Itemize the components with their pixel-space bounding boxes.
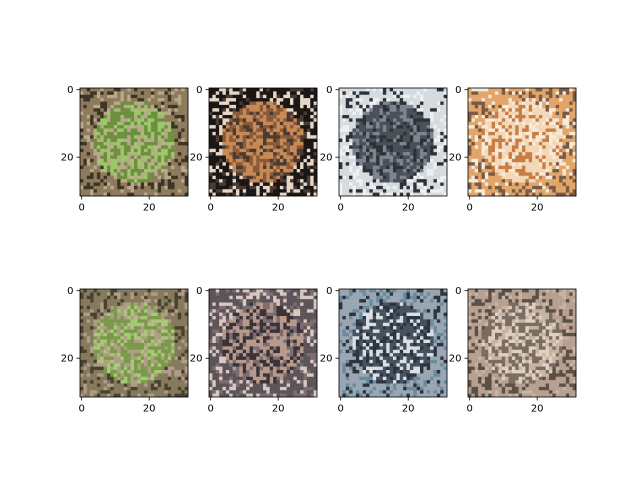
- y-tick-label: 20: [61, 354, 74, 365]
- x-tick-label: 0: [208, 203, 214, 214]
- y-tick-label: 0: [196, 85, 202, 96]
- image-panel-1-3-truck: 0 20 0 20: [320, 85, 448, 214]
- axes-frame: [79, 288, 189, 398]
- y-tick-label: 0: [196, 286, 202, 297]
- x-tick-label: 0: [338, 404, 344, 415]
- y-tick-label: 0: [455, 85, 461, 96]
- x-tick-label: 0: [208, 404, 214, 415]
- y-tick-label: 0: [67, 286, 73, 297]
- x-tick-label: 20: [143, 404, 156, 415]
- y-tick-label: 0: [67, 85, 73, 96]
- x-tick-label: 20: [272, 404, 285, 415]
- axes-frame: [208, 288, 318, 398]
- image-cat: [468, 289, 577, 398]
- x-tick-label: 0: [338, 203, 344, 214]
- y-tick-label: 0: [455, 286, 461, 297]
- axes-frame: [467, 87, 577, 197]
- axes-frame: [338, 87, 448, 197]
- image-frog: [80, 88, 189, 197]
- x-tick-label: 20: [402, 404, 415, 415]
- y-tick-label: 0: [326, 286, 332, 297]
- axes-frame: [208, 87, 318, 197]
- image-panel-1-4-cat: 0 20 0 20: [449, 85, 577, 214]
- y-tick-label: 20: [190, 153, 203, 164]
- y-tick-label: 20: [320, 153, 333, 164]
- x-tick-label: 20: [143, 203, 156, 214]
- image-panel-1-2-dog: 0 20 0 20: [190, 85, 318, 214]
- x-tick-label: 0: [467, 404, 473, 415]
- x-tick-label: 0: [467, 203, 473, 214]
- image-dog: [209, 289, 318, 398]
- y-tick-label: 0: [326, 85, 332, 96]
- axes-frame: [79, 87, 189, 197]
- axes-frame: [467, 288, 577, 398]
- image-truck: [339, 289, 448, 398]
- image-panel-2-1-frog: 0 20 0 20: [61, 286, 189, 415]
- x-tick-label: 20: [531, 404, 544, 415]
- x-tick-label: 20: [531, 203, 544, 214]
- y-tick-label: 20: [320, 354, 333, 365]
- image-dog: [209, 88, 318, 197]
- x-tick-label: 0: [79, 203, 85, 214]
- x-tick-label: 0: [79, 404, 85, 415]
- image-panel-2-3-truck: 0 20 0 20: [320, 286, 448, 415]
- image-cat: [468, 88, 577, 197]
- image-panel-2-4-cat: 0 20 0 20: [449, 286, 577, 415]
- y-tick-label: 20: [61, 153, 74, 164]
- image-truck: [339, 88, 448, 197]
- x-tick-label: 20: [402, 203, 415, 214]
- y-tick-label: 20: [190, 354, 203, 365]
- x-tick-label: 20: [272, 203, 285, 214]
- axes-frame: [338, 288, 448, 398]
- image-panel-2-2-dog: 0 20 0 20: [190, 286, 318, 415]
- y-tick-label: 20: [449, 153, 462, 164]
- y-tick-label: 20: [449, 354, 462, 365]
- image-frog: [80, 289, 189, 398]
- image-panel-1-1-frog: 0 20 0 20: [61, 85, 189, 214]
